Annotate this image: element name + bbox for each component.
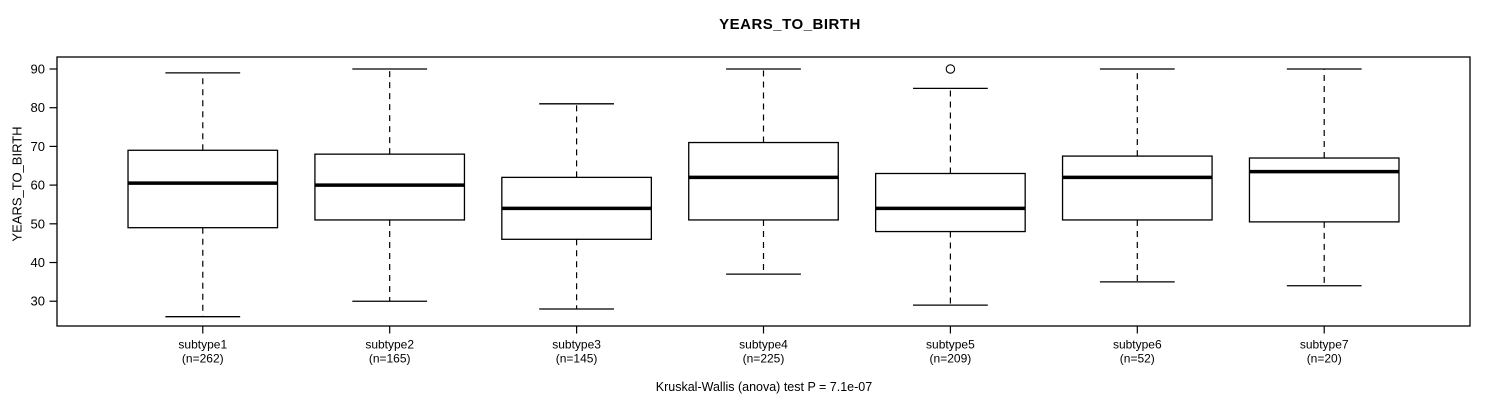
outlier-subtype5-0 [945, 64, 956, 74]
y-tick-label-40: 40 [31, 255, 45, 270]
group-count-subtype5: (n=209) [930, 352, 972, 366]
iqr-box-subtype1 [127, 149, 279, 229]
group-count-subtype4: (n=225) [743, 352, 785, 366]
y-tick-label-50: 50 [31, 216, 45, 231]
group-count-subtype6: (n=52) [1120, 352, 1155, 366]
group-label-subtype1: subtype1 [178, 338, 227, 352]
group-label-subtype5: subtype5 [926, 338, 975, 352]
group-count-subtype1: (n=262) [182, 352, 224, 366]
chart-title: YEARS_TO_BIRTH [719, 16, 861, 33]
iqr-box-subtype6 [1061, 155, 1213, 221]
group-count-subtype3: (n=145) [556, 352, 598, 366]
iqr-box-subtype4 [688, 141, 839, 221]
y-tick-label-30: 30 [31, 294, 45, 309]
iqr-box-subtype5 [874, 172, 1026, 233]
group-count-subtype2: (n=165) [369, 352, 411, 366]
y-tick-label-90: 90 [31, 61, 45, 76]
y-tick-label-60: 60 [31, 178, 45, 193]
group-label-subtype6: subtype6 [1113, 338, 1162, 352]
iqr-box-subtype7 [1248, 157, 1400, 223]
iqr-box-subtype2 [314, 153, 466, 221]
group-label-subtype2: subtype2 [365, 338, 414, 352]
group-label-subtype3: subtype3 [552, 338, 601, 352]
y-tick-label-70: 70 [31, 139, 45, 154]
group-label-subtype7: subtype7 [1300, 338, 1349, 352]
y-tick-label-80: 80 [31, 100, 45, 115]
stat-test-footer: Kruskal-Wallis (anova) test P = 7.1e-07 [655, 380, 873, 394]
group-count-subtype7: (n=20) [1307, 352, 1342, 366]
group-label-subtype4: subtype4 [739, 338, 788, 352]
